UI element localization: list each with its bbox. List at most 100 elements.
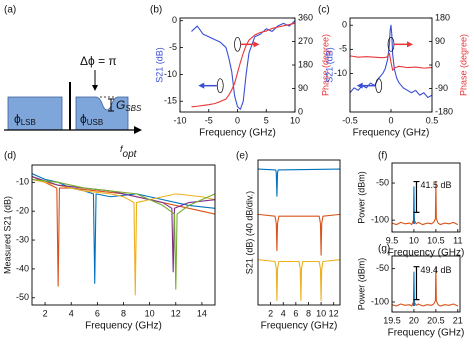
phi-symbol: ϕ xyxy=(14,112,21,126)
gain-symbol: G xyxy=(116,98,125,112)
x-tick-label: 19.5 xyxy=(383,315,401,325)
y2-tick-label: 0 xyxy=(298,106,303,116)
y2-axis-label: Phase (degree) xyxy=(320,34,330,96)
y-axis-label: S21 (dB) xyxy=(324,47,334,83)
x-tick-label: 10.5 xyxy=(427,235,445,245)
panel-label: (f) xyxy=(378,151,387,162)
axis-indicator xyxy=(216,78,224,94)
x-axis-label: Frequency (GHz) xyxy=(388,248,465,259)
x-tick-label: 0.5 xyxy=(426,115,439,125)
y2-tick-label: 0 xyxy=(435,59,440,69)
y-tick-label: -50 xyxy=(16,292,29,302)
x-tick-label: 12 xyxy=(329,308,339,318)
x-tick-label: 6 xyxy=(95,308,100,318)
x-tick-label: 11 xyxy=(453,235,462,245)
x-tick-label: 9.5 xyxy=(386,235,399,245)
y2-tick-label: 180 xyxy=(298,59,313,69)
plot-frame xyxy=(31,164,216,306)
plot-area xyxy=(392,266,459,307)
x-tick-label: 10 xyxy=(290,115,300,125)
panel-label: (c) xyxy=(318,5,330,16)
x-axis-label: Frequency (GHz) xyxy=(261,321,338,332)
y-tick-label: -10 xyxy=(334,68,347,78)
x-tick-label: -5 xyxy=(205,115,213,125)
series-line xyxy=(412,271,415,307)
y2-tick-label: -90 xyxy=(435,83,448,93)
x-tick-label: 10 xyxy=(316,308,326,318)
y2-tick-label: 180 xyxy=(435,12,450,22)
series-line xyxy=(191,20,295,110)
axis-indicator-head xyxy=(407,41,413,48)
series-line xyxy=(191,22,295,108)
y-axis-label: S21 (dB) xyxy=(154,47,164,83)
y2-tick-label: -180 xyxy=(435,106,453,116)
y2-tick-label: 90 xyxy=(298,83,308,93)
y-tick-label: -15 xyxy=(164,96,177,106)
shift-arrow-head xyxy=(92,85,98,91)
plot-area xyxy=(191,20,295,110)
gain-bracket xyxy=(108,98,114,112)
axis-indicator-head xyxy=(356,82,363,89)
series-line xyxy=(32,176,215,273)
phi-symbol: ϕ xyxy=(80,112,87,126)
y-tick-label: -30 xyxy=(16,234,29,244)
x-axis-label: Frequency (GHz) xyxy=(85,321,162,332)
annotation: 49.4 dB xyxy=(420,265,451,275)
y-tick-label: -10 xyxy=(164,69,177,79)
y-tick-label: -5 xyxy=(339,44,347,54)
axis-label: fopt xyxy=(120,144,138,159)
y-axis-label: Power (dBm) xyxy=(356,258,366,311)
y-tick-label: -100 xyxy=(371,215,389,225)
y-tick-label: -5 xyxy=(169,42,177,52)
bracket xyxy=(413,180,420,213)
axis-indicator-head xyxy=(253,41,260,48)
x-tick-label: 0 xyxy=(235,115,240,125)
x-tick-label: 14 xyxy=(197,308,207,318)
axis-indicator-head xyxy=(198,82,205,89)
series-line xyxy=(32,178,215,290)
panel-label: (d) xyxy=(4,151,16,162)
panel-label: (b) xyxy=(150,5,162,16)
series-line xyxy=(258,213,340,256)
plot-frame xyxy=(257,159,341,306)
x-tick-label: 2 xyxy=(43,308,48,318)
x-tick-label: 5 xyxy=(264,115,269,125)
axis-sub: opt xyxy=(123,149,138,160)
plot-area xyxy=(32,173,215,296)
y-tick-label: -40 xyxy=(16,263,29,273)
x-tick-label: 6 xyxy=(293,308,298,318)
y-tick-label: -10 xyxy=(16,177,29,187)
series-line xyxy=(32,178,215,296)
x-tick-label: 10 xyxy=(409,235,419,245)
axis-arrow xyxy=(134,126,142,134)
y-tick-label: -20 xyxy=(16,206,29,216)
y-axis-label: S21 (dB) (40 dB/div.) xyxy=(244,191,254,274)
y2-tick-label: 270 xyxy=(298,36,313,46)
plot-area xyxy=(258,168,340,302)
x-tick-label: -0.5 xyxy=(342,115,358,125)
x-tick-label: 12 xyxy=(171,308,181,318)
x-tick-label: 8 xyxy=(306,308,311,318)
plot-frame xyxy=(179,17,296,113)
x-tick-label: -10 xyxy=(173,115,186,125)
axis-indicator xyxy=(375,78,383,94)
plot-frame xyxy=(391,255,461,313)
panel-label: (g) xyxy=(378,244,390,255)
phase-shift: Δϕ = π xyxy=(80,54,117,68)
x-axis-label: Frequency (GHz) xyxy=(388,328,465,339)
phi-lsb: ϕLSB xyxy=(14,112,36,127)
plot-frame xyxy=(391,162,461,233)
y2-axis-label: Phase (degree) xyxy=(458,34,468,96)
y2-tick-label: 360 xyxy=(298,12,313,22)
series-line xyxy=(392,181,459,226)
x-axis-label: Frequency (GHz) xyxy=(199,128,276,139)
phi-sub: USB xyxy=(87,118,103,127)
series-line xyxy=(258,168,340,197)
series-line xyxy=(258,259,340,302)
axis-indicator xyxy=(234,36,241,52)
phi-usb: ϕUSB xyxy=(80,112,103,127)
y-tick-label: 0 xyxy=(172,15,177,25)
y-axis-label: Power (dBm) xyxy=(356,171,366,224)
x-axis-label: Frequency (GHz) xyxy=(353,128,430,139)
